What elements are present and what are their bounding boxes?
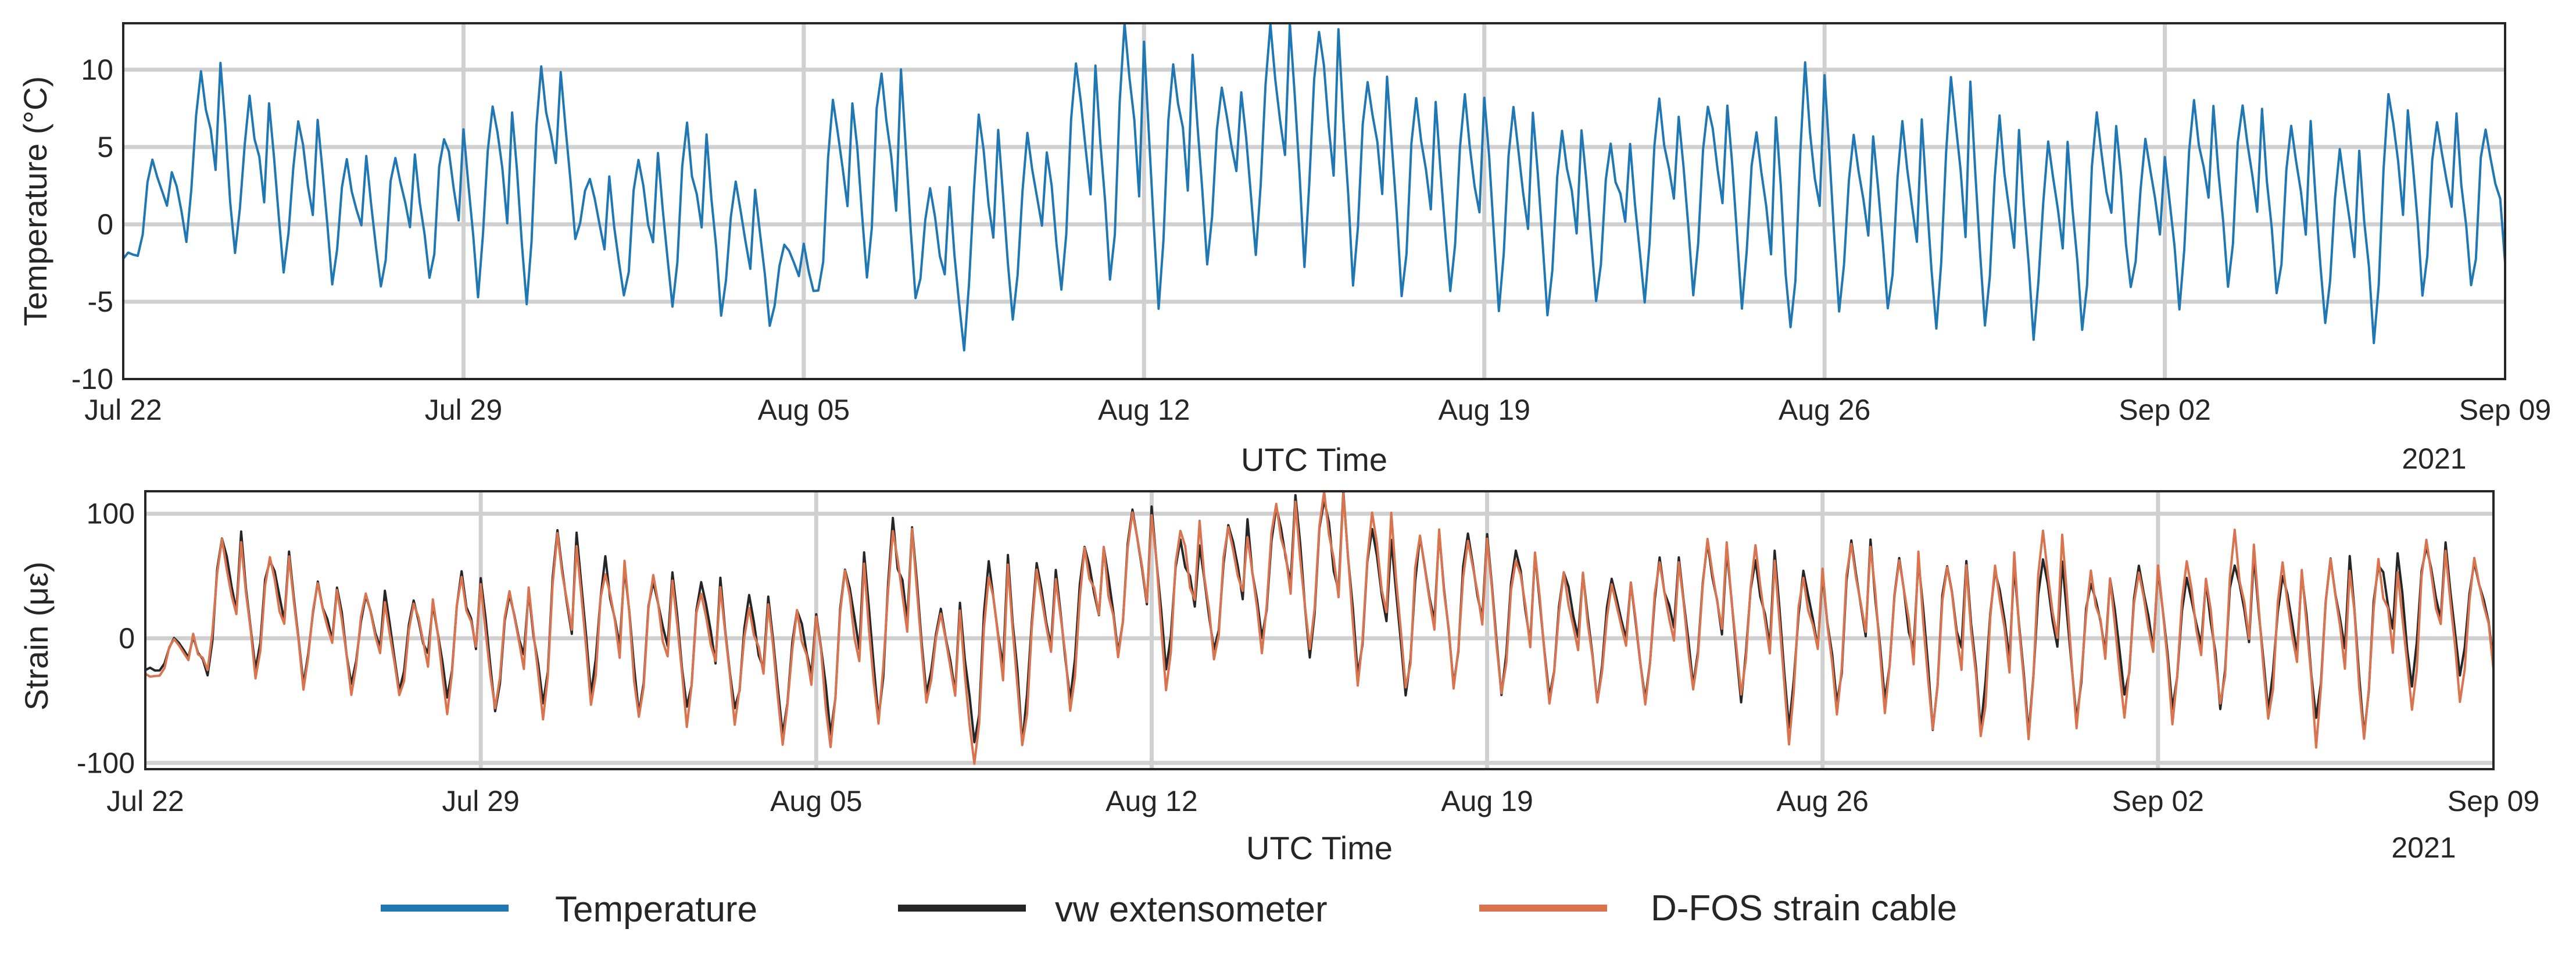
temperature-line: [122, 22, 2506, 352]
temperature-axes-frame: [122, 22, 2506, 380]
dfos-strain-line: [144, 490, 2495, 765]
temperature-xtick-label-aug-19: Aug 19: [1438, 394, 1530, 426]
strain-xtick-label-aug-05: Aug 05: [770, 785, 862, 817]
temperature-year-label: 2021: [2402, 442, 2466, 475]
temperature-ytick-label: 5: [97, 131, 113, 163]
strain-xtick-label-aug-12: Aug 12: [1105, 785, 1197, 817]
strain-ytick-label: -100: [77, 746, 135, 779]
strain-x-ticks: Jul 22 Jul 29 Aug 05 Aug 12 Aug 19 Aug 26 Sep …: [106, 785, 2539, 817]
temperature-ytick-label: 0: [97, 208, 113, 241]
temperature-xtick-label-aug-05: Aug 05: [758, 394, 850, 426]
temperature-xtick-label-aug-12: Aug 12: [1098, 394, 1190, 426]
strain-ytick-label: 0: [119, 622, 135, 655]
strain-xlabel: UTC Time: [1246, 830, 1393, 866]
strain-xtick-label-sep-02: Sep 02: [2112, 785, 2204, 817]
temperature-x-ticks: Jul 22 Jul 29 Aug 05 Aug 12 Aug 19 Aug 26 Sep …: [84, 394, 2551, 426]
temperature-xtick-label-sep-09: Sep 09: [2459, 394, 2551, 426]
temperature-xlabel: UTC Time: [1241, 441, 1387, 478]
legend-label-vw-extensometer: vw extensometer: [1055, 889, 1328, 930]
strain-xtick-label-jul-29: Jul 29: [442, 785, 519, 817]
temperature-xtick-label-jul-29: Jul 29: [425, 394, 502, 426]
temperature-xtick-label-sep-02: Sep 02: [2119, 394, 2210, 426]
strain-axes-frame: [144, 490, 2495, 770]
legend: Temperature vw extensometer D-FOS strain…: [381, 888, 1957, 930]
legend-label-temperature: Temperature: [555, 889, 757, 930]
temperature-ytick-label: -10: [71, 363, 113, 395]
strain-xtick-label-aug-19: Aug 19: [1441, 785, 1533, 817]
strain-xtick-label-aug-26: Aug 26: [1776, 785, 1868, 817]
strain-ylabel-text: Strain (με): [18, 562, 55, 710]
strain-y-ticks: -100 0 100: [77, 498, 135, 780]
strain-ytick-label: 100: [87, 498, 135, 530]
temperature-ytick-label: 10: [81, 53, 113, 86]
strain-panel: -100 0 100 Jul 22 Jul 29 Aug 05 Aug 12 Aug 19 A…: [18, 490, 2539, 866]
strain-year-label: 2021: [2391, 831, 2456, 864]
temperature-xtick-label-jul-22: Jul 22: [84, 394, 162, 426]
strain-xtick-label-sep-09: Sep 09: [2448, 785, 2539, 817]
temperature-grid: [123, 23, 2505, 379]
temperature-ylabel: Temperature (°C): [17, 76, 53, 326]
temperature-y-ticks: -10 -5 0 5 10: [71, 53, 113, 395]
strain-xtick-label-jul-22: Jul 22: [106, 785, 184, 817]
temperature-ytick-label: -5: [88, 285, 113, 318]
temperature-xtick-label-aug-26: Aug 26: [1779, 394, 1870, 426]
strain-ylabel: Strain (με): [18, 562, 55, 710]
legend-label-dfos: D-FOS strain cable: [1651, 888, 1957, 928]
temperature-panel: -10 -5 0 5 10 Jul 22 Jul 29 Aug 05 Aug 12 Aug 19…: [17, 22, 2551, 478]
